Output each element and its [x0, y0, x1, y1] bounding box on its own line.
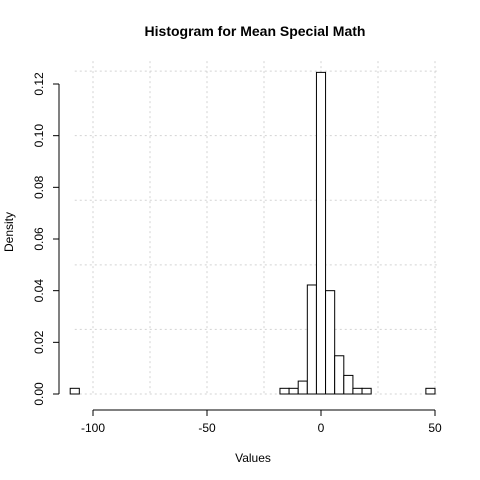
x-tick-label: -100 — [81, 421, 105, 435]
axes-layer: -100 -50 0 50 0.00 0.02 0.04 0.06 0.08 0.10 0.12 — [32, 72, 442, 435]
y-tick-label: 0.04 — [32, 279, 46, 303]
histogram-bar — [425, 387, 436, 395]
histogram-bar — [352, 387, 363, 395]
histogram-bar — [288, 387, 299, 395]
y-tick-label: 0.12 — [32, 72, 46, 96]
histogram-bar — [69, 387, 80, 395]
histogram-bar — [279, 387, 290, 395]
grid-layer — [74, 61, 440, 396]
y-tick-label: 0.06 — [32, 227, 46, 251]
y-axis-label: Density — [2, 212, 16, 252]
histogram-bar — [361, 387, 372, 395]
histogram-bar — [315, 71, 327, 395]
histogram-bar — [325, 290, 336, 395]
x-tick-label: 0 — [318, 421, 325, 435]
chart-title: Histogram for Mean Special Math — [145, 23, 366, 39]
y-tick-label: 0.00 — [32, 382, 46, 406]
y-tick-label: 0.08 — [32, 175, 46, 199]
bars-layer — [69, 71, 436, 395]
histogram-bar — [343, 374, 354, 395]
x-tick-label: 50 — [428, 421, 442, 435]
y-tick-label: 0.02 — [32, 330, 46, 354]
x-tick-label: -50 — [198, 421, 216, 435]
x-axis-label: Values — [235, 451, 271, 465]
histogram-bar — [306, 284, 317, 395]
histogram-bar — [297, 380, 308, 395]
y-tick-label: 0.10 — [32, 124, 46, 148]
histogram-bar — [334, 355, 345, 395]
